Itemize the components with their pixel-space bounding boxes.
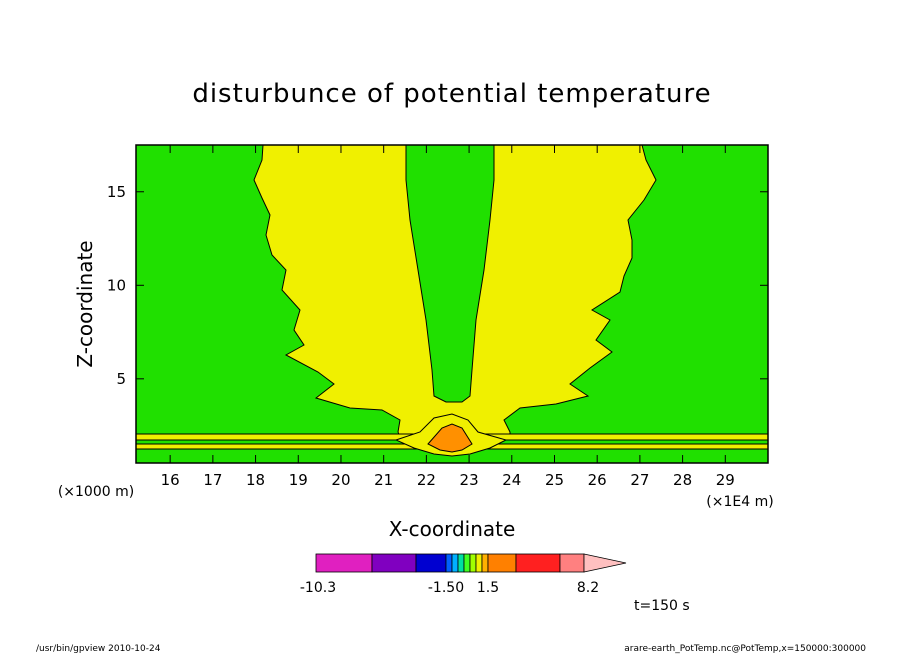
x-axis-label: X-coordinate — [389, 517, 516, 541]
colorbar-label: 8.2 — [577, 580, 599, 596]
x-tick-label: 21 — [374, 471, 393, 489]
colorbar-segment — [559, 553, 585, 573]
footer-right: arare-earth_PotTemp.nc@PotTemp,x=150000:… — [624, 644, 866, 654]
x-tick-label: 20 — [331, 471, 350, 489]
colorbar-labels: -10.3 -1.50 1.5 8.2 — [300, 580, 599, 596]
x-tick-label: 27 — [630, 471, 649, 489]
y-tick-label: 5 — [116, 370, 126, 388]
x-tick-label: 25 — [545, 471, 564, 489]
colorbar-segment — [457, 553, 465, 573]
colorbar-segment — [487, 553, 517, 573]
x-tick-label: 26 — [588, 471, 607, 489]
colorbar-segment — [371, 553, 417, 573]
time-label: t=150 s — [634, 598, 690, 614]
colorbar-segment — [515, 553, 561, 573]
chart-title: disturbunce of potential temperature — [192, 79, 711, 109]
x-tick-label: 22 — [417, 471, 436, 489]
colorbar-segment — [445, 553, 453, 573]
colorbar-segment — [475, 553, 483, 573]
x-axis: 16 17 18 19 20 21 22 23 24 25 26 27 28 29 — [161, 145, 735, 489]
colorbar-label: -1.50 — [428, 580, 464, 596]
colorbar-segment — [315, 553, 373, 573]
plot-area — [135, 144, 769, 464]
y-axis-label: Z-coordinate — [73, 240, 97, 367]
colorbar-label: -10.3 — [300, 580, 336, 596]
colorbar-segment — [481, 553, 489, 573]
footer-left: /usr/bin/gpview 2010-10-24 — [36, 644, 161, 654]
x-tick-label: 23 — [460, 471, 479, 489]
surface-peak-region — [427, 423, 473, 453]
x-tick-label: 19 — [289, 471, 308, 489]
x-unit-right: (×1E4 m) — [706, 494, 773, 510]
plot-frame — [135, 144, 769, 464]
colorbar-segment — [451, 553, 459, 573]
y-axis: 5 10 15 — [107, 183, 768, 388]
x-tick-label: 16 — [161, 471, 180, 489]
central-column-region — [405, 144, 495, 403]
x-tick-label: 29 — [716, 471, 735, 489]
x-tick-label: 24 — [502, 471, 521, 489]
x-tick-label: 18 — [246, 471, 265, 489]
colorbar-segment — [415, 553, 447, 573]
x-tick-label: 28 — [673, 471, 692, 489]
y-tick-label: 10 — [107, 276, 126, 294]
y-tick-label: 15 — [107, 183, 126, 201]
colorbar-label: 1.5 — [477, 580, 499, 596]
colorbar-segment — [469, 553, 477, 573]
colorbar-segment — [463, 553, 471, 573]
x-tick-label: 17 — [203, 471, 222, 489]
x-unit-left: (×1000 m) — [58, 484, 134, 500]
colorbar-arrow — [583, 553, 627, 573]
colorbar — [315, 553, 627, 573]
